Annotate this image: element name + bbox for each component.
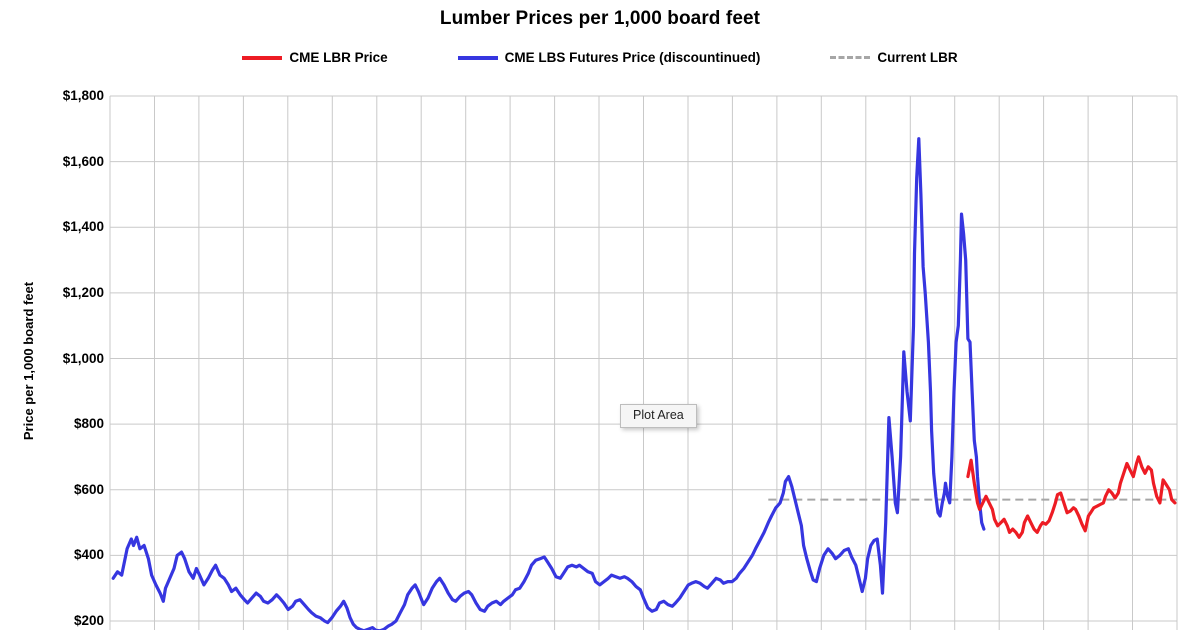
series-line-lbs_futures	[111, 137, 986, 630]
chart-title[interactable]: Lumber Prices per 1,000 board feet	[439, 8, 761, 29]
legend-label-lbr: CME LBR Price	[289, 50, 388, 65]
red-line-sample-icon	[242, 55, 283, 60]
y-tick-label: $1,800	[62, 88, 104, 103]
y-tick-label: $200	[73, 613, 104, 628]
y-tick-label: $600	[73, 482, 104, 497]
y-tick-label: $800	[73, 416, 104, 431]
y-tick-label: $1,000	[62, 351, 104, 366]
legend-item-lbs-futures[interactable]: CME LBS Futures Price (discountinued)	[457, 50, 761, 65]
series-line-lbr	[966, 455, 1177, 539]
y-axis-title: Price per 1,000 board feet	[21, 281, 36, 441]
blue-line-sample-icon	[457, 55, 498, 60]
y-axis-tick-labels: $200 $400 $600 $800 $1,000 $1,200 $1,400 $1,600…	[18, 0, 104, 630]
y-tick-label: $1,200	[62, 285, 104, 300]
legend-label-lbs-futures: CME LBS Futures Price (discountinued)	[504, 50, 761, 65]
y-tick-label: $1,600	[62, 154, 104, 169]
legend-item-current-lbr[interactable]: Current LBR	[830, 50, 958, 65]
legend-item-lbr[interactable]: CME LBR Price	[242, 50, 388, 65]
y-tick-label: $1,400	[62, 219, 104, 234]
y-tick-label: $400	[73, 547, 104, 562]
plot-area-tooltip[interactable]: Plot Area	[620, 404, 697, 428]
dashed-line-sample-icon	[830, 56, 871, 59]
chart-legend: CME LBR Price CME LBS Futures Price (dis…	[0, 50, 1200, 65]
legend-label-current-lbr: Current LBR	[877, 50, 958, 65]
